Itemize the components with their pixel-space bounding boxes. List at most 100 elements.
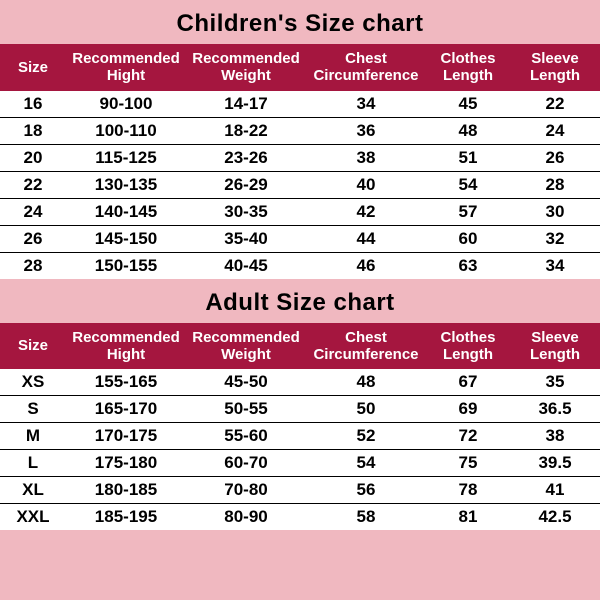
table-cell: 51 [426,144,510,171]
table-row: 26145-15035-40446032 [0,225,600,252]
table-cell: 57 [426,198,510,225]
table-cell: 40-45 [186,252,306,279]
table-row: XXL185-19580-90588142.5 [0,504,600,531]
col-chest: ChestCircumference [306,44,426,91]
table-cell: 36 [306,117,426,144]
table-cell: 63 [426,252,510,279]
table-cell: 16 [0,91,66,118]
adult-title: Adult Size chart [0,279,600,323]
col-weight: RecommendedWeight [186,323,306,370]
table-cell: 81 [426,504,510,531]
adult-table: Size RecommendedHight RecommendedWeight … [0,323,600,531]
adult-size-chart: Adult Size chart Size RecommendedHight R… [0,279,600,531]
table-cell: 70-80 [186,477,306,504]
table-cell: 90-100 [66,91,186,118]
table-cell: 22 [0,171,66,198]
table-row: 28150-15540-45466334 [0,252,600,279]
table-cell: 48 [426,117,510,144]
table-cell: 55-60 [186,423,306,450]
table-cell: 32 [510,225,600,252]
table-cell: 50-55 [186,396,306,423]
table-cell: XXL [0,504,66,531]
table-cell: 22 [510,91,600,118]
table-row: 1690-10014-17344522 [0,91,600,118]
table-cell: 38 [510,423,600,450]
table-row: 20115-12523-26385126 [0,144,600,171]
table-cell: 42.5 [510,504,600,531]
col-clothes: ClothesLength [426,44,510,91]
table-cell: 44 [306,225,426,252]
table-cell: 35-40 [186,225,306,252]
table-cell: 155-165 [66,369,186,396]
col-height: RecommendedHight [66,44,186,91]
table-cell: XS [0,369,66,396]
table-cell: 20 [0,144,66,171]
col-size: Size [0,44,66,91]
table-cell: 69 [426,396,510,423]
col-size: Size [0,323,66,370]
col-height: RecommendedHight [66,323,186,370]
table-cell: 175-180 [66,450,186,477]
table-cell: 39.5 [510,450,600,477]
table-cell: S [0,396,66,423]
table-cell: 170-175 [66,423,186,450]
table-cell: 150-155 [66,252,186,279]
table-cell: 56 [306,477,426,504]
table-row: 18100-11018-22364824 [0,117,600,144]
table-cell: L [0,450,66,477]
adult-header-row: Size RecommendedHight RecommendedWeight … [0,323,600,370]
table-cell: 30 [510,198,600,225]
table-cell: XL [0,477,66,504]
col-weight: RecommendedWeight [186,44,306,91]
children-header-row: Size RecommendedHight RecommendedWeight … [0,44,600,91]
table-cell: 60-70 [186,450,306,477]
table-cell: 58 [306,504,426,531]
table-cell: 165-170 [66,396,186,423]
table-cell: 72 [426,423,510,450]
table-cell: 35 [510,369,600,396]
table-row: XL180-18570-80567841 [0,477,600,504]
table-cell: 45-50 [186,369,306,396]
table-cell: 115-125 [66,144,186,171]
table-cell: 28 [0,252,66,279]
table-cell: 34 [510,252,600,279]
table-cell: 18 [0,117,66,144]
table-cell: 46 [306,252,426,279]
children-size-chart: Children's Size chart Size RecommendedHi… [0,0,600,279]
table-cell: 54 [306,450,426,477]
table-cell: 145-150 [66,225,186,252]
table-cell: 26 [0,225,66,252]
table-cell: 23-26 [186,144,306,171]
table-cell: 78 [426,477,510,504]
table-cell: 42 [306,198,426,225]
table-cell: 80-90 [186,504,306,531]
table-cell: 14-17 [186,91,306,118]
table-cell: 75 [426,450,510,477]
adult-tbody: XS155-16545-50486735S165-17050-55506936.… [0,369,600,530]
col-clothes: ClothesLength [426,323,510,370]
table-row: M170-17555-60527238 [0,423,600,450]
children-tbody: 1690-10014-1734452218100-11018-223648242… [0,91,600,279]
table-cell: 48 [306,369,426,396]
table-cell: 40 [306,171,426,198]
table-cell: 30-35 [186,198,306,225]
table-cell: 24 [0,198,66,225]
table-row: XS155-16545-50486735 [0,369,600,396]
col-chest: ChestCircumference [306,323,426,370]
table-cell: 36.5 [510,396,600,423]
table-cell: 52 [306,423,426,450]
children-table: Size RecommendedHight RecommendedWeight … [0,44,600,279]
table-row: 22130-13526-29405428 [0,171,600,198]
children-title: Children's Size chart [0,0,600,44]
table-cell: 41 [510,477,600,504]
table-cell: 67 [426,369,510,396]
table-cell: 185-195 [66,504,186,531]
table-cell: 180-185 [66,477,186,504]
table-cell: 100-110 [66,117,186,144]
table-cell: M [0,423,66,450]
table-row: L175-18060-70547539.5 [0,450,600,477]
table-cell: 18-22 [186,117,306,144]
table-cell: 34 [306,91,426,118]
table-cell: 130-135 [66,171,186,198]
table-cell: 60 [426,225,510,252]
